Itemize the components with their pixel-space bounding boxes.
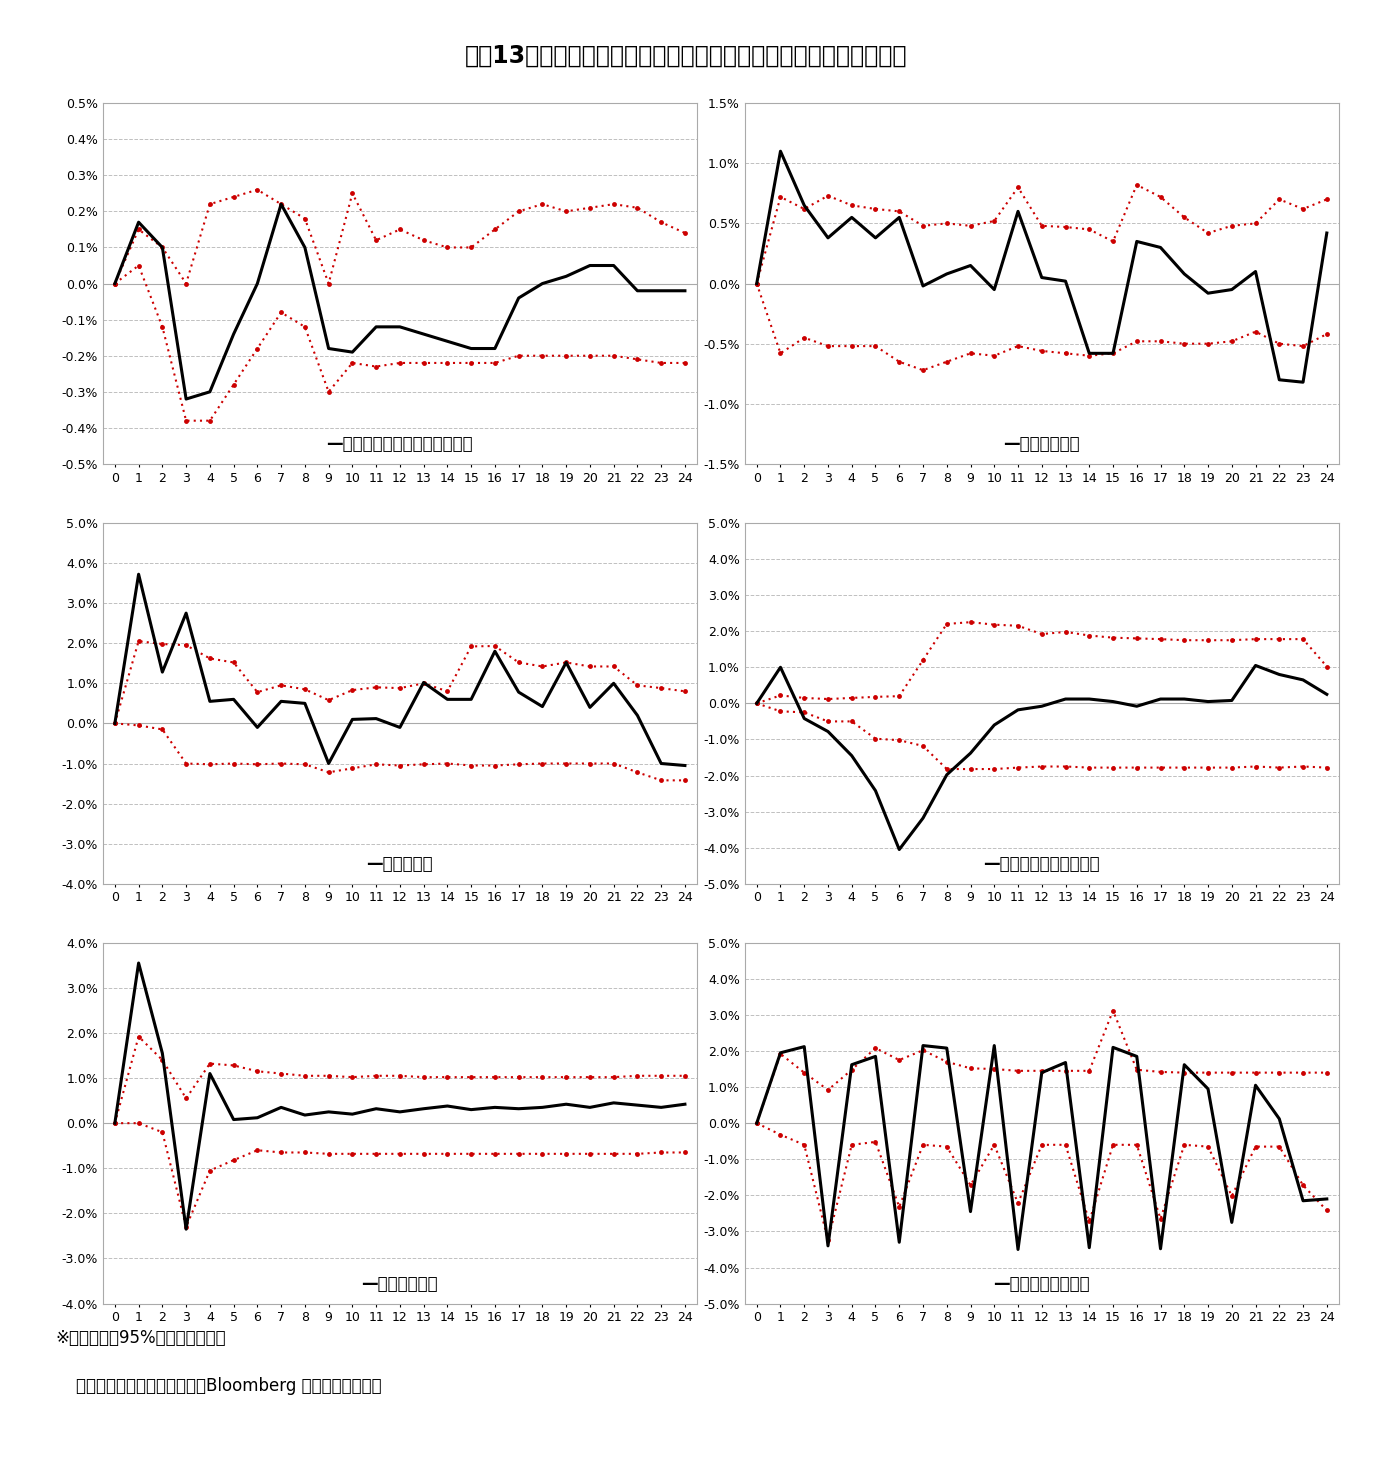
- Text: —株式等残高: —株式等残高: [367, 854, 434, 873]
- Text: ※赤い点線は95%信頼区間を示す: ※赤い点線は95%信頼区間を示す: [55, 1329, 225, 1346]
- Text: （資料：財務省、日本銀行、Bloomberg データから作成）: （資料：財務省、日本銀行、Bloomberg データから作成）: [76, 1377, 382, 1395]
- Text: —債務証券残高: —債務証券残高: [1004, 435, 1081, 454]
- Text: —外貨預金残高: —外貨預金残高: [361, 1274, 438, 1293]
- Text: 図表13：米ドル／円にショックを与えたときのインパルス応答関数: 図表13：米ドル／円にショックを与えたときのインパルス応答関数: [465, 44, 908, 68]
- Text: —投資信託受益証券残高: —投資信託受益証券残高: [983, 854, 1100, 873]
- Text: —対外証券投資残高: —対外証券投資残高: [994, 1274, 1090, 1293]
- Text: —現預金残高（外貨預金除く）: —現預金残高（外貨預金除く）: [327, 435, 474, 454]
